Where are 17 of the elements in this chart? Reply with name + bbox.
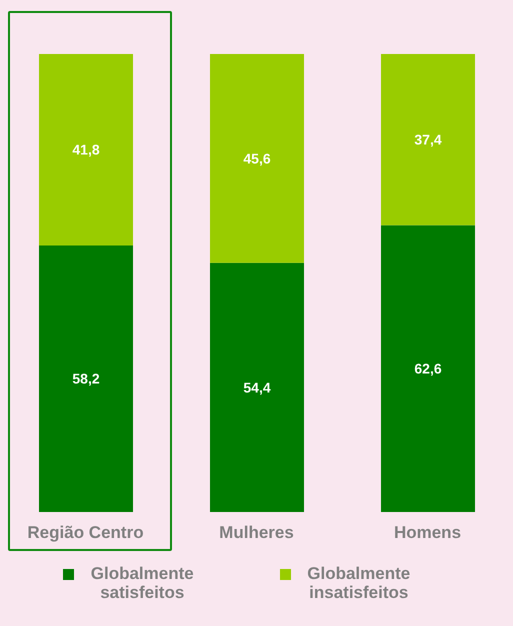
data-label: 62,6 (414, 360, 442, 377)
legend-label: Globalmente insatisfeitos (306, 564, 412, 602)
bar (39, 245, 133, 512)
data-label: 54,4 (243, 379, 271, 396)
x-tick-label: Região Centro (27, 523, 144, 542)
bar (210, 54, 304, 263)
data-label: 37,4 (414, 132, 442, 148)
bar (210, 262, 304, 512)
data-label: 41,8 (72, 142, 100, 158)
data-label: 45,6 (243, 150, 271, 166)
x-tick-label: Mulheres (219, 523, 294, 542)
legend-label: Globalmente satisfeitos (90, 564, 195, 602)
bar (381, 225, 475, 512)
data-label: 58,2 (72, 370, 100, 387)
bar (381, 54, 475, 226)
bar (39, 54, 133, 246)
x-tick-label: Homens (394, 523, 462, 542)
